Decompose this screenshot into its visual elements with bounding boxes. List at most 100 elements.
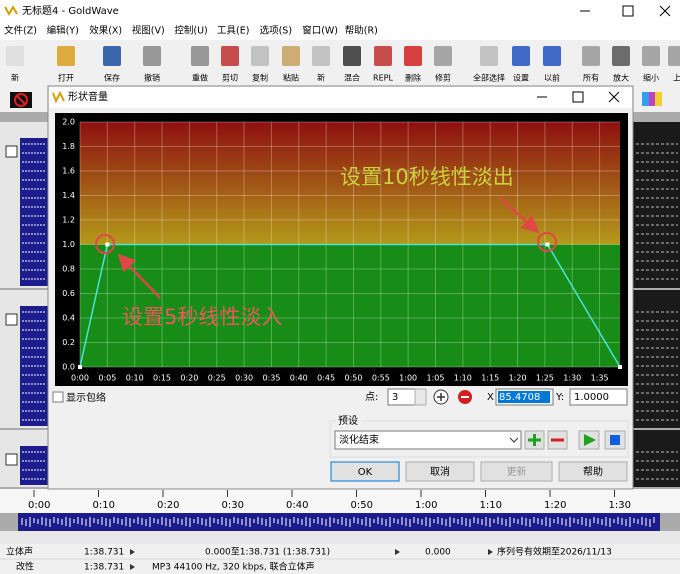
arrow [499, 197, 540, 234]
button-label: 取消 [430, 465, 450, 478]
menu-item[interactable]: 工具(E) [217, 26, 249, 37]
spinner[interactable] [414, 388, 427, 406]
timeline-label: 0:00 [28, 500, 50, 511]
toolbar-label: 新 [11, 73, 19, 83]
maximize[interactable] [622, 5, 634, 17]
menu-item[interactable]: 视图(V) [132, 25, 165, 37]
timeline-label: 0:50 [351, 500, 373, 511]
toolbar-icon[interactable] [404, 46, 422, 66]
menu-item[interactable]: 效果(X) [89, 25, 122, 37]
y-input[interactable] [569, 388, 628, 406]
point-label: 点: [365, 391, 378, 403]
y-tick-label: 0.0 [62, 363, 75, 372]
checkbox[interactable] [5, 145, 18, 158]
preset-dropdown[interactable] [334, 430, 522, 450]
toolbar-label: 修剪 [435, 73, 451, 83]
x-tick-label: 0:35 [262, 374, 280, 383]
menu-item[interactable]: 编辑(Y) [47, 25, 79, 37]
x-tick-label: 0:10 [126, 374, 144, 383]
toolbar-icon[interactable] [143, 46, 161, 66]
menu-bar [0, 22, 680, 40]
dialog-title: 形状音量 [68, 90, 108, 103]
y-tick-label: 1.6 [62, 167, 75, 176]
track-panel [633, 122, 680, 288]
y-tick-label: 0.6 [62, 289, 75, 298]
toolbar-icon[interactable] [582, 46, 600, 66]
toolbar-icon[interactable] [343, 46, 361, 66]
x-tick-label: 0:00 [71, 374, 89, 383]
toolbar-icon[interactable] [543, 46, 561, 66]
toolbar-label: REPL [373, 74, 393, 83]
dialog-button[interactable] [330, 461, 400, 482]
button-label: OK [358, 467, 373, 478]
envelope-point[interactable] [545, 242, 550, 247]
toolbar-icon[interactable] [512, 46, 530, 66]
checkbox[interactable] [5, 453, 18, 466]
envelope-point[interactable] [105, 242, 110, 247]
toolbar-icon[interactable] [191, 46, 209, 66]
dialog-button[interactable] [405, 461, 475, 482]
x-label: X [487, 392, 494, 403]
window-title: 无标题4 - GoldWave [22, 5, 119, 17]
x-tick-label: 0:55 [372, 374, 390, 383]
toolbar-icon[interactable] [103, 46, 121, 66]
toolbar-label: 新 [317, 73, 325, 83]
dialog-button[interactable] [558, 461, 628, 482]
menu-item[interactable]: 窗口(W) [302, 25, 338, 37]
toolbar-icon[interactable] [612, 46, 630, 66]
dialog-close[interactable] [608, 91, 620, 103]
x-tick-label: 0:20 [180, 374, 198, 383]
toolbar-icon[interactable] [282, 46, 300, 66]
close[interactable] [659, 5, 671, 17]
toolbar-icon[interactable] [374, 46, 392, 66]
overview-wave [18, 513, 660, 531]
toolbar-icon[interactable] [251, 46, 269, 66]
envelope-point[interactable] [618, 365, 622, 369]
menu-item[interactable]: 选项(S) [260, 25, 292, 37]
status-text: 改性 [16, 561, 34, 573]
x-tick-label: 0:05 [98, 374, 116, 383]
x-tick-label: 1:30 [563, 374, 581, 383]
toolbar-icon[interactable] [221, 46, 239, 66]
dialog-maximize[interactable] [572, 91, 584, 103]
menu-item[interactable]: 文件(Z) [4, 25, 37, 37]
timeline [0, 489, 680, 513]
timeline-label: 1:00 [415, 500, 437, 511]
x-tick-label: 1:25 [536, 374, 554, 383]
toolbar-icon[interactable] [642, 46, 660, 66]
toolbar-label: 放大 [613, 73, 629, 83]
toolbar-icon[interactable] [668, 46, 680, 66]
track-panel [633, 430, 680, 487]
track-panel [633, 290, 680, 428]
status-text: 0.000至1:38.731 (1:38.731) [205, 547, 330, 558]
menu-item[interactable]: 控制(U) [174, 25, 207, 37]
highlight-circle [537, 232, 557, 252]
status-text: MP3 44100 Hz, 320 kbps, 联合立体声 [152, 561, 315, 573]
scrollbar[interactable] [0, 531, 680, 544]
envelope-point[interactable] [78, 365, 82, 369]
envelope-graph: 0.0 0.2 0.4 0.6 0.8 1.0 1.2 1.4 1.6 1.8 2.0 0:00 0:0… [62, 118, 622, 383]
y-label: Y: [555, 392, 564, 403]
checkbox[interactable] [52, 391, 64, 403]
annotation: 设置10秒线性淡出 [340, 165, 514, 189]
preset-label: 预设 [338, 415, 358, 427]
timeline-label: 1:20 [544, 500, 566, 511]
arrow [117, 253, 161, 299]
toolbar-icon[interactable] [57, 46, 75, 66]
toolbar-label: 全部选择 [473, 73, 505, 83]
y-tick-label: 1.0 [62, 240, 75, 249]
menu-item[interactable]: 帮助(R) [345, 25, 378, 37]
toolbar-icon[interactable] [434, 46, 452, 66]
toolbar-icon[interactable] [480, 46, 498, 66]
y-tick-label: 0.8 [62, 265, 75, 274]
toolbar-icon[interactable] [6, 46, 24, 66]
y-value: 1.0000 [574, 392, 609, 403]
toolbar-label: 保存 [104, 73, 120, 83]
dialog-button [480, 461, 553, 482]
y-tick-label: 1.2 [62, 216, 75, 225]
checkbox[interactable] [5, 313, 18, 326]
toolbar-label: 重做 [192, 73, 208, 83]
x-tick-label: 1:35 [591, 374, 609, 383]
toolbar-icon[interactable] [312, 46, 330, 66]
